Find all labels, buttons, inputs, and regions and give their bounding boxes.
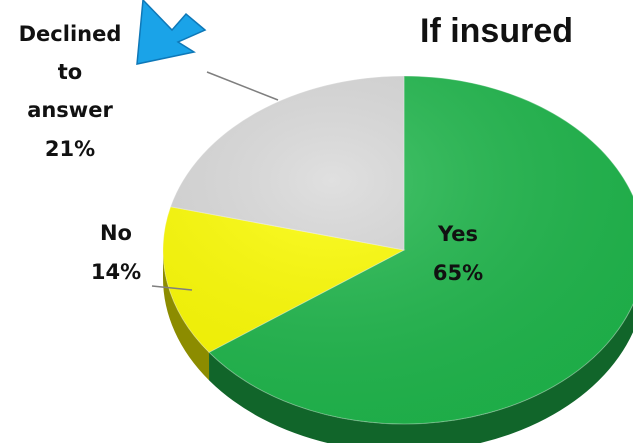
leader-line-declined — [206, 71, 279, 101]
slice-label-declined-line3: answer — [27, 98, 113, 122]
chart-title: If insured — [420, 12, 573, 50]
leader-line-no — [151, 285, 193, 291]
slice-value-no: 14% — [91, 260, 141, 284]
slice-label-declined-line2: to — [58, 60, 82, 84]
arrow-down-left-icon — [136, 0, 207, 65]
slice-label-declined-line1: Declined — [19, 22, 122, 46]
slice-label-yes: Yes — [437, 222, 478, 246]
pie-slices — [162, 75, 633, 425]
slice-value-declined: 21% — [45, 137, 95, 161]
slice-value-yes: 65% — [433, 261, 483, 285]
slice-label-no: No — [100, 221, 132, 245]
